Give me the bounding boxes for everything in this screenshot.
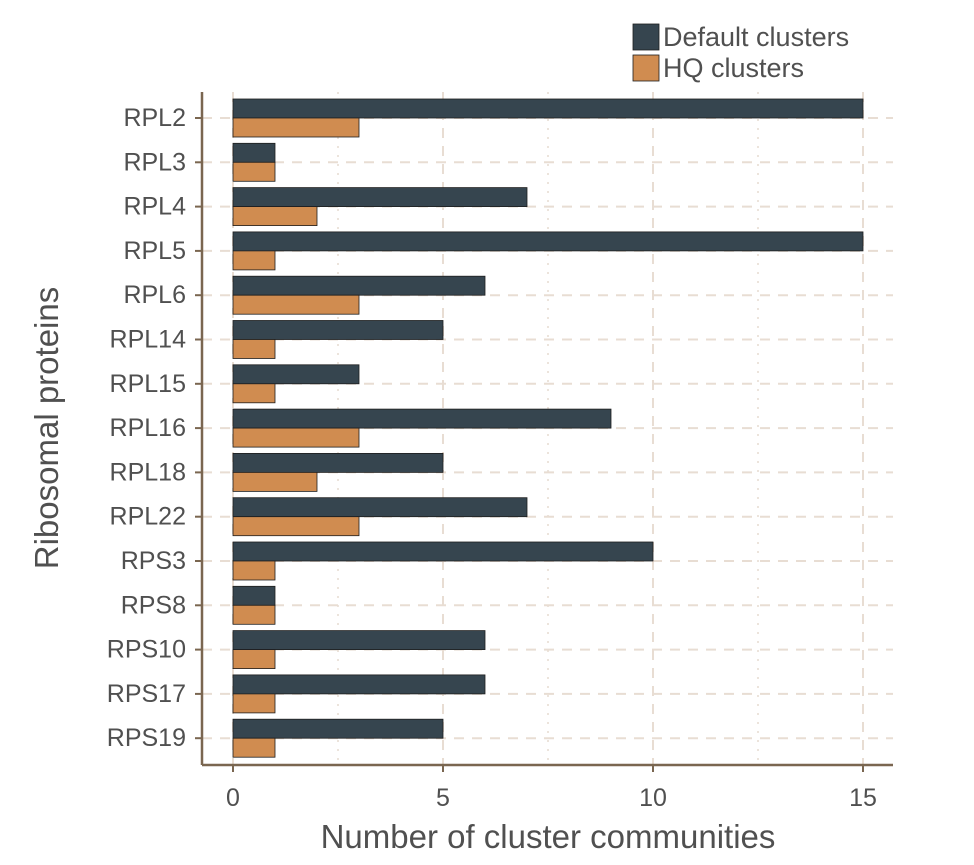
y-tick-label: RPL6 (123, 281, 186, 309)
bar-default-clusters (232, 408, 612, 429)
bar-default-clusters (232, 320, 444, 340)
y-tick-label: RPL16 (110, 414, 186, 442)
bar-hq-clusters (232, 294, 360, 315)
bar-default-clusters (232, 275, 486, 296)
y-tick-labels: RPL2 RPL3 RPL4 RPL5 RPL6 RPL14 RPL15 RPL16 RPL18… (107, 104, 202, 752)
y-tick-label: RPS3 (121, 547, 186, 575)
bar-default-clusters (232, 452, 444, 473)
bar-hq-clusters (232, 471, 318, 492)
bar-default-clusters (232, 718, 444, 739)
bar-hq-clusters (232, 649, 276, 669)
legend-swatch (632, 23, 660, 51)
legend-label: Default clusters (663, 22, 849, 52)
bar-hq-clusters (232, 560, 276, 581)
legend-swatch (632, 54, 660, 82)
y-tick-label: RPS10 (107, 636, 186, 664)
bar-hq-clusters (232, 250, 276, 271)
y-tick-label: RPS8 (121, 591, 186, 619)
bar-default-clusters (232, 630, 486, 650)
y-tick-label: RPL15 (110, 370, 186, 398)
bar-default-clusters (232, 541, 654, 562)
y-tick-label: RPL4 (123, 193, 186, 221)
legend-label: HQ clusters (663, 53, 804, 83)
y-tick-label: RPL14 (110, 326, 187, 354)
bar-default-clusters (232, 585, 276, 606)
x-tick-label: 5 (436, 784, 450, 812)
y-tick-label: RPL22 (110, 503, 186, 531)
bars (232, 98, 864, 758)
y-tick-label: RPL3 (123, 148, 186, 176)
y-axis-label: Ribosomal proteins (28, 287, 65, 569)
bar-hq-clusters (232, 516, 360, 537)
bar-hq-clusters (232, 383, 276, 404)
x-tick-label: 10 (639, 784, 667, 812)
bar-hq-clusters (232, 693, 276, 714)
bar-default-clusters (232, 231, 864, 252)
y-tick-label: RPL2 (123, 104, 186, 132)
bar-default-clusters (232, 364, 360, 385)
bar-default-clusters (232, 98, 864, 119)
y-tick-label: RPL18 (110, 458, 186, 486)
x-axis-label: Number of cluster communities (321, 818, 776, 855)
bar-hq-clusters (232, 339, 276, 359)
y-tick-label: RPS19 (107, 724, 186, 752)
y-tick-label: RPL5 (123, 237, 186, 265)
bar-hq-clusters (232, 737, 276, 758)
x-tick-label: 0 (226, 784, 240, 812)
bar-hq-clusters (232, 427, 360, 448)
bar-hq-clusters (232, 604, 276, 625)
bar-hq-clusters (232, 117, 360, 138)
bar-default-clusters (232, 497, 528, 518)
bar-hq-clusters (232, 161, 276, 182)
bar-default-clusters (232, 674, 486, 695)
y-tick-label: RPS17 (107, 680, 186, 708)
x-tick-label: 15 (849, 784, 877, 812)
x-tick-labels: 0 5 10 15 (226, 765, 877, 812)
bar-default-clusters (232, 187, 528, 208)
bar-default-clusters (232, 142, 276, 163)
bar-hq-clusters (232, 206, 318, 227)
